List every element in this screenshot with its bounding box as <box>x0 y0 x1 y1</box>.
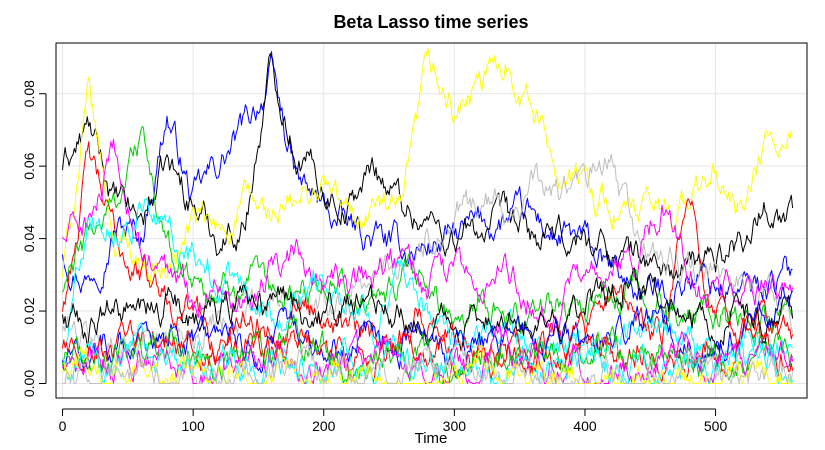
series-line <box>62 53 794 280</box>
y-tick-label: 0.06 <box>21 152 37 179</box>
y-tick-label: 0.04 <box>21 225 37 252</box>
chart-title: Beta Lasso time series <box>333 12 528 32</box>
series-line <box>62 51 793 311</box>
y-tick-label: 0.08 <box>21 80 37 107</box>
y-tick-label: 0.00 <box>21 370 37 397</box>
series-line <box>62 138 794 333</box>
x-tick-label: 0 <box>59 418 67 434</box>
series-line <box>62 141 794 375</box>
y-tick-label: 0.02 <box>21 297 37 324</box>
x-tick-label: 100 <box>181 418 205 434</box>
series-line <box>62 344 793 384</box>
series-line <box>62 340 794 384</box>
series-line <box>62 197 793 367</box>
axes: 0 100 200 300 400 500 0.00 0.02 0.04 0.06 0.08 <box>21 42 808 434</box>
x-axis-label: Time <box>415 430 448 447</box>
x-tick-label: 200 <box>312 418 336 434</box>
x-tick-label: 300 <box>443 418 467 434</box>
x-tick-label: 400 <box>573 418 597 434</box>
x-tick-label: 500 <box>704 418 728 434</box>
series-line <box>62 154 794 366</box>
plot-frame <box>55 42 808 399</box>
series-line <box>62 126 794 346</box>
series-layer <box>62 48 794 384</box>
